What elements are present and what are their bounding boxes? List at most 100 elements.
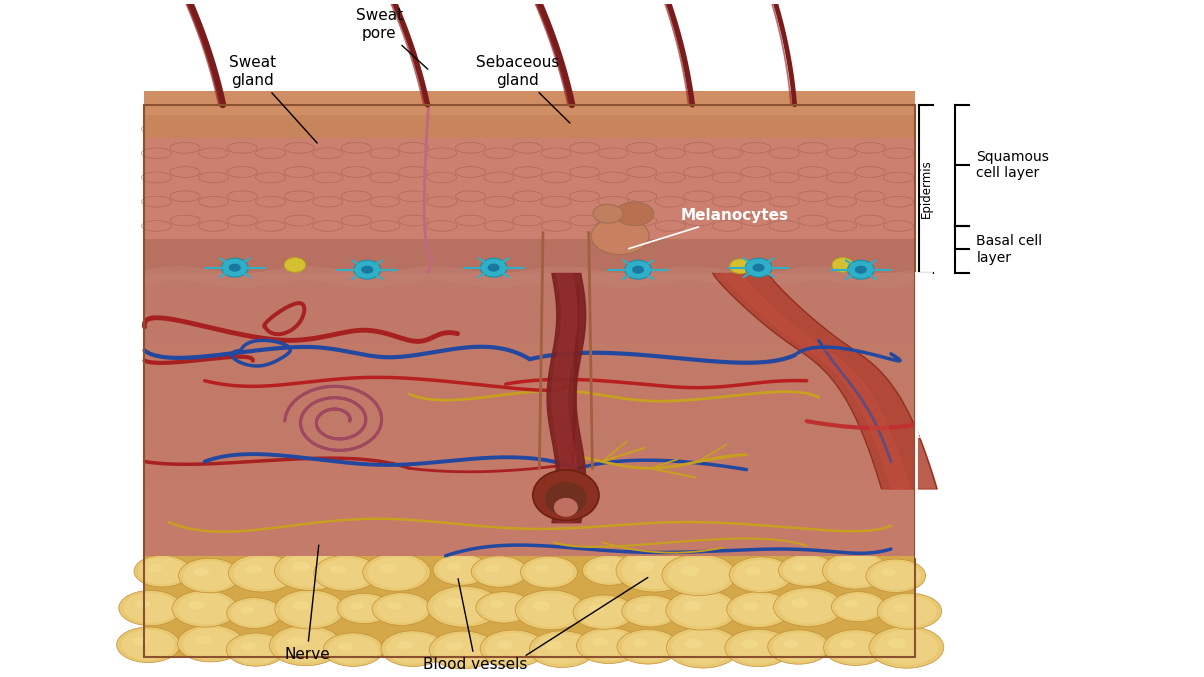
Circle shape [476,592,532,623]
Ellipse shape [591,217,649,255]
Circle shape [338,642,353,651]
Circle shape [779,554,836,586]
Circle shape [246,565,262,574]
Circle shape [792,563,807,571]
Circle shape [621,595,679,627]
Circle shape [666,590,738,630]
Circle shape [684,601,702,611]
Circle shape [241,642,256,651]
Text: Melanocytes: Melanocytes [628,209,789,248]
Circle shape [616,549,692,592]
Circle shape [773,588,843,626]
Ellipse shape [222,258,248,277]
Circle shape [732,594,786,625]
Circle shape [122,630,176,660]
Circle shape [745,567,761,575]
Circle shape [589,605,603,613]
Ellipse shape [752,263,765,271]
Circle shape [134,555,190,587]
Ellipse shape [632,265,644,274]
Circle shape [616,630,679,664]
Circle shape [727,592,791,628]
Circle shape [231,636,282,663]
Bar [144,450,915,485]
Circle shape [327,636,378,664]
Circle shape [234,557,290,589]
Ellipse shape [488,263,500,271]
Ellipse shape [592,204,622,223]
Text: Sweat
pore: Sweat pore [355,8,427,69]
Circle shape [183,561,236,590]
Bar [144,344,915,379]
Ellipse shape [480,258,507,277]
Text: Basal cell
layer: Basal cell layer [976,234,1043,265]
Circle shape [177,593,232,624]
Circle shape [685,638,703,649]
Circle shape [535,565,549,573]
Circle shape [743,601,759,611]
Bar [144,240,915,273]
Circle shape [427,586,501,627]
Circle shape [226,598,282,628]
Circle shape [485,633,542,664]
Circle shape [578,598,630,627]
Circle shape [831,592,885,621]
Circle shape [515,590,586,630]
Circle shape [839,562,856,571]
Circle shape [672,630,734,665]
Circle shape [893,603,909,612]
Circle shape [293,600,309,611]
Text: Nerve: Nerve [284,545,330,661]
Bar [144,556,915,657]
Circle shape [435,634,491,666]
Ellipse shape [544,482,586,515]
Circle shape [231,600,278,626]
Bar [144,485,915,521]
Circle shape [270,626,342,665]
Text: Blood vessels: Blood vessels [424,579,527,672]
Circle shape [730,557,792,592]
Circle shape [824,630,887,665]
Circle shape [632,639,648,648]
Circle shape [119,590,182,626]
Circle shape [178,559,240,593]
Circle shape [323,633,383,666]
Circle shape [533,601,550,611]
Circle shape [367,556,425,588]
Circle shape [582,630,636,661]
Circle shape [471,556,527,587]
Ellipse shape [361,265,373,274]
Circle shape [672,593,732,627]
Circle shape [447,641,464,651]
Bar [144,105,915,657]
Text: Squamous
cell layer: Squamous cell layer [976,150,1050,180]
Circle shape [881,568,896,577]
Circle shape [535,634,590,665]
Circle shape [845,600,858,607]
Circle shape [226,633,285,666]
Circle shape [386,602,401,610]
Circle shape [839,640,856,649]
Circle shape [783,639,798,648]
Circle shape [662,554,736,596]
Circle shape [432,589,495,624]
Circle shape [734,560,787,590]
Bar [144,91,915,138]
Circle shape [172,590,237,627]
Circle shape [874,630,938,665]
Circle shape [586,557,632,583]
Circle shape [592,638,609,647]
Text: Dermis: Dermis [917,392,929,437]
Circle shape [372,592,431,626]
Circle shape [148,564,163,572]
Circle shape [135,600,150,609]
Circle shape [768,630,830,664]
Circle shape [362,554,430,591]
Circle shape [447,563,461,571]
Bar [144,414,915,450]
Ellipse shape [284,257,306,272]
Text: Sweat
gland: Sweat gland [229,56,317,143]
Circle shape [188,600,205,610]
Circle shape [822,552,889,589]
Circle shape [194,635,211,645]
